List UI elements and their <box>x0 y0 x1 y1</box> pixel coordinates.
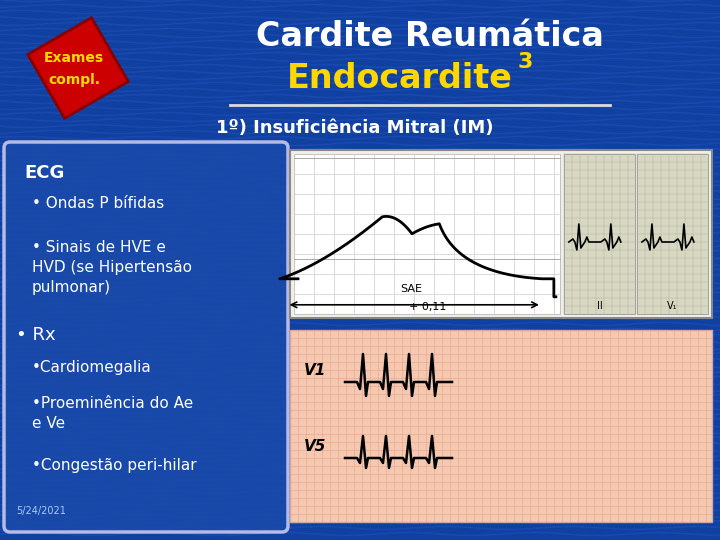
Text: e Ve: e Ve <box>32 416 65 431</box>
Text: Endocardite: Endocardite <box>287 62 513 94</box>
Text: Cardite Reumática: Cardite Reumática <box>256 19 604 52</box>
Text: compl.: compl. <box>48 73 100 87</box>
Bar <box>637 154 708 314</box>
Text: HVD (se Hipertensão: HVD (se Hipertensão <box>32 260 192 275</box>
Text: SAE: SAE <box>400 284 422 294</box>
Bar <box>294 154 560 314</box>
Text: V5: V5 <box>304 439 326 454</box>
Text: V1: V1 <box>304 363 326 378</box>
Text: 1º) Insuficiência Mitral (IM): 1º) Insuficiência Mitral (IM) <box>216 119 494 137</box>
Text: 5/24/2021: 5/24/2021 <box>16 506 66 516</box>
Text: • Ondas P bífidas: • Ondas P bífidas <box>32 196 164 211</box>
Text: •Proeminência do Ae: •Proeminência do Ae <box>32 396 193 411</box>
Text: ECG: ECG <box>24 164 64 182</box>
Text: •Cardiomegalia: •Cardiomegalia <box>32 360 152 375</box>
Text: • Sinais de HVE e: • Sinais de HVE e <box>32 240 166 255</box>
Bar <box>290 150 712 318</box>
Polygon shape <box>28 18 128 118</box>
Text: V₁: V₁ <box>667 301 678 311</box>
Text: Exames: Exames <box>44 51 104 65</box>
Bar <box>290 330 712 522</box>
Text: + 0,11: + 0,11 <box>409 302 446 312</box>
FancyBboxPatch shape <box>4 142 288 532</box>
Text: • Rx: • Rx <box>16 326 55 344</box>
Bar <box>564 154 635 314</box>
Text: II: II <box>596 301 602 311</box>
Text: 3: 3 <box>518 52 534 72</box>
Text: •Congestão peri-hilar: •Congestão peri-hilar <box>32 458 197 473</box>
Text: pulmonar): pulmonar) <box>32 280 111 295</box>
